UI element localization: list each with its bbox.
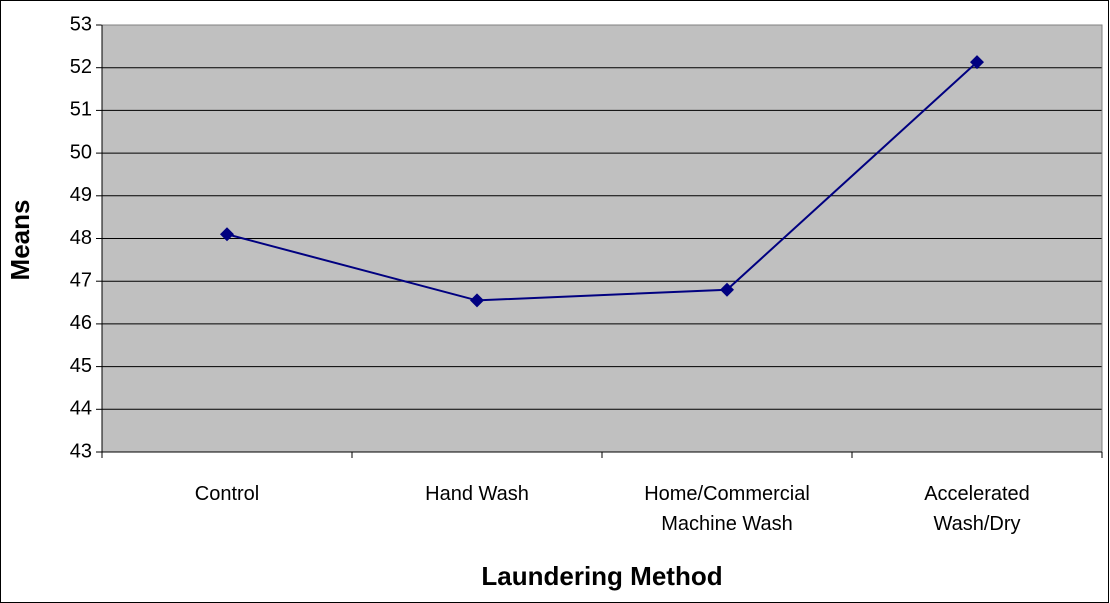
data-point bbox=[720, 282, 734, 297]
data-point bbox=[470, 293, 484, 308]
y-tick-label: 49 bbox=[70, 184, 92, 206]
y-tick-label: 46 bbox=[70, 312, 92, 334]
x-axis-title: Laundering Method bbox=[481, 561, 722, 591]
y-tick-label: 53 bbox=[70, 13, 92, 35]
y-tick-label: 52 bbox=[70, 56, 92, 78]
y-tick-label: 45 bbox=[70, 355, 92, 377]
y-tick-label: 50 bbox=[70, 141, 92, 163]
y-tick-label: 43 bbox=[70, 440, 92, 462]
x-tick-label: Accelerated Wash/Dry bbox=[924, 483, 1030, 535]
y-tick-label: 51 bbox=[70, 99, 92, 121]
y-axis-title: Means bbox=[5, 200, 35, 281]
data-point bbox=[970, 55, 984, 70]
y-tick-label: 48 bbox=[70, 227, 92, 249]
y-tick-label: 44 bbox=[70, 398, 92, 420]
data-point bbox=[220, 227, 234, 242]
x-tick-label: Control bbox=[195, 483, 259, 505]
series-line bbox=[226, 61, 978, 302]
y-tick-label: 47 bbox=[70, 269, 92, 291]
x-tick-label: Hand Wash bbox=[425, 483, 529, 505]
x-tick-label: Home/Commercial Machine Wash bbox=[644, 483, 810, 535]
